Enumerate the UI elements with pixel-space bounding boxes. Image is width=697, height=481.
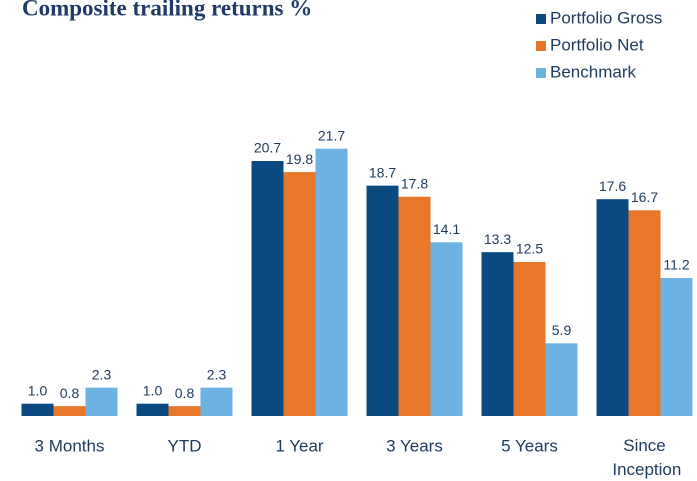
legend-label: Benchmark — [550, 62, 636, 81]
bar — [21, 403, 54, 416]
bar — [53, 406, 86, 416]
data-label: 0.8 — [175, 385, 195, 401]
bar — [596, 199, 629, 416]
bar — [315, 148, 348, 417]
data-label: 2.3 — [207, 366, 227, 382]
data-label: 21.7 — [318, 127, 345, 143]
data-label: 18.7 — [369, 164, 396, 180]
data-label: 13.3 — [484, 231, 511, 247]
legend-swatch — [536, 14, 546, 24]
bar — [136, 403, 169, 416]
data-label: 2.3 — [92, 366, 112, 382]
bar — [430, 242, 463, 416]
bar — [628, 210, 661, 416]
bar — [251, 161, 284, 416]
bar — [660, 278, 693, 416]
chart-title: Composite trailing returns % — [22, 0, 312, 20]
data-label: 1.0 — [28, 382, 48, 398]
x-tick-label: 5 Years — [501, 436, 558, 455]
legend-swatch — [536, 41, 546, 51]
data-label: 12.5 — [516, 241, 543, 257]
x-tick-label: 3 Months — [35, 436, 105, 455]
x-tick-label: YTD — [168, 436, 202, 455]
data-label: 0.8 — [60, 385, 80, 401]
data-label: 16.7 — [631, 189, 658, 205]
legend-label: Portfolio Gross — [550, 8, 662, 27]
bar — [513, 262, 546, 416]
data-label: 19.8 — [286, 151, 313, 167]
bar — [200, 387, 233, 416]
x-tick-label: 3 Years — [386, 436, 443, 455]
bar — [481, 252, 514, 416]
legend-swatch — [536, 68, 546, 78]
legend-label: Portfolio Net — [550, 35, 644, 54]
data-label: 11.2 — [663, 257, 689, 273]
data-label: 17.8 — [401, 175, 428, 191]
data-label: 5.9 — [552, 322, 572, 338]
data-label: 17.6 — [599, 178, 626, 194]
bar — [283, 172, 316, 416]
data-label: 14.1 — [433, 221, 460, 237]
bar — [85, 387, 118, 416]
bar — [366, 185, 399, 416]
x-tick-label: Since Inception — [608, 436, 682, 479]
bar — [398, 196, 431, 416]
bar — [168, 406, 201, 416]
bar — [545, 343, 578, 416]
x-tick-label: 1 Year — [275, 436, 324, 455]
data-label: 20.7 — [254, 140, 281, 156]
data-label: 1.0 — [143, 382, 163, 398]
